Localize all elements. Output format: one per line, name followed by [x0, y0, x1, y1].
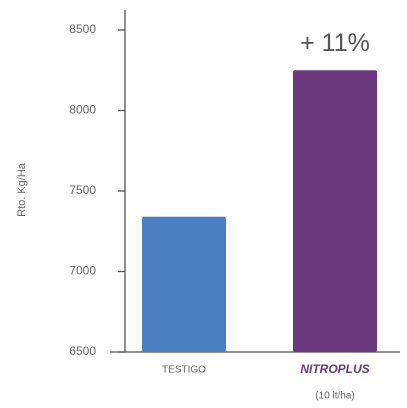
- bar: [142, 216, 226, 352]
- y-tick-label: 6500: [69, 344, 96, 358]
- y-tick-label: 8500: [69, 22, 96, 36]
- y-tick-label: 7000: [69, 264, 96, 278]
- y-axis-label: Rto. Kg/Ha: [16, 162, 28, 217]
- brand-logo: NITROPLUS: [300, 362, 369, 376]
- y-tick-label: 8000: [69, 103, 96, 117]
- y-tick-label: 7500: [69, 183, 96, 197]
- x-tick-sublabel: (10 lt/ha): [315, 391, 354, 402]
- bar: [293, 70, 377, 352]
- annotation: + 11%: [300, 29, 370, 57]
- x-tick-label: TESTIGO: [162, 365, 206, 376]
